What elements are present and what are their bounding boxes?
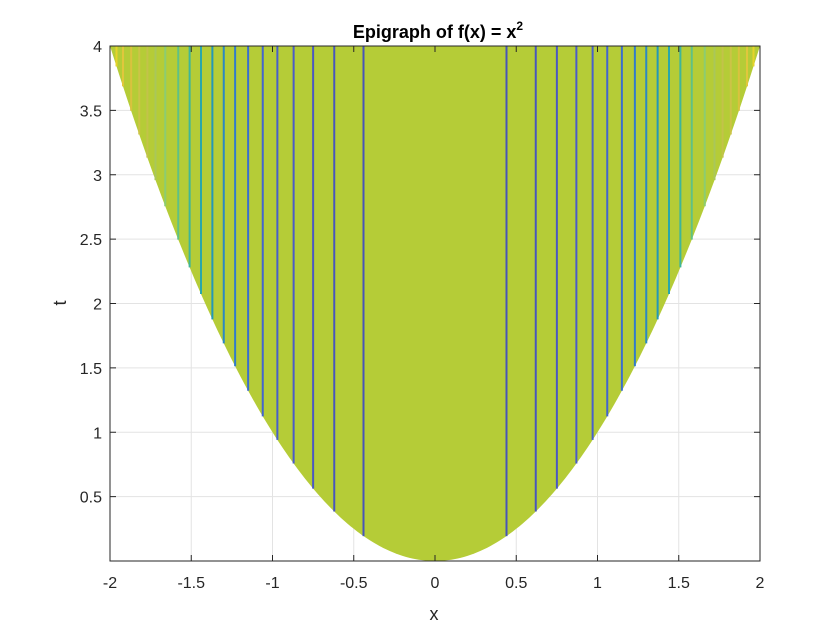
y-tick-label: 1.5	[80, 361, 102, 378]
x-axis-label: x	[430, 604, 439, 624]
x-tick-label: -1	[265, 575, 279, 592]
y-tick-label: 0.5	[80, 490, 102, 507]
y-tick-label: 2.5	[80, 232, 102, 249]
chart-title: Epigraph of f(x) = x2	[353, 19, 524, 42]
vertical-lines	[115, 46, 755, 537]
y-tick-labels: 0.5 1 1.5 2 2.5 3 3.5 4	[80, 39, 102, 507]
x-tick-label: 0	[431, 575, 440, 592]
x-tick-label: 1	[593, 575, 602, 592]
y-tick-label: 2	[93, 297, 102, 314]
epigraph-fill	[110, 46, 760, 561]
x-tick-label: 0.5	[505, 575, 527, 592]
x-tick-label: 2	[756, 575, 765, 592]
y-axis-label: t	[50, 300, 70, 305]
epigraph-region	[110, 46, 760, 561]
chart-title-superscript: 2	[516, 19, 523, 33]
y-tick-label: 3	[93, 168, 102, 185]
x-tick-label: -0.5	[340, 575, 368, 592]
chart-title-main: Epigraph of f(x) = x	[353, 22, 517, 42]
y-tick-label: 1	[93, 425, 102, 442]
x-tick-label: -1.5	[177, 575, 205, 592]
y-tick-label: 4	[93, 39, 102, 56]
y-tick-label: 3.5	[80, 103, 102, 120]
x-tick-labels: -2 -1.5 -1 -0.5 0 0.5 1 1.5 2	[103, 575, 765, 592]
x-tick-label: -2	[103, 575, 117, 592]
x-tick-label: 1.5	[668, 575, 690, 592]
tick-marks	[109, 45, 761, 561]
